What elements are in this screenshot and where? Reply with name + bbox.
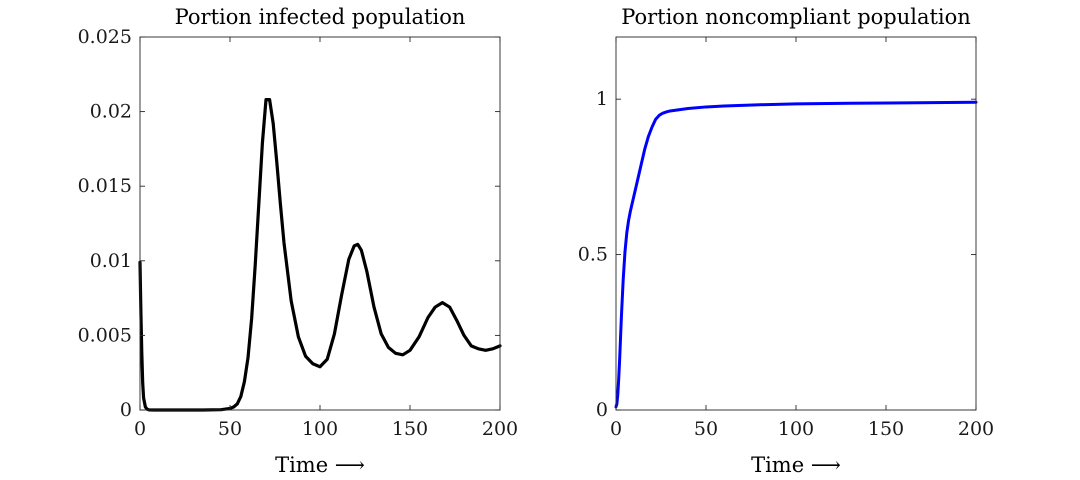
- noncompliant-x-tick-label-3: 150: [868, 418, 904, 440]
- infected-x-tick-label-2: 100: [302, 418, 338, 440]
- noncompliant-x-tick-label-4: 200: [958, 418, 994, 440]
- infected-y-tick-label-5: 0.025: [78, 26, 132, 48]
- infected-y-tick-label-0: 0: [120, 399, 132, 421]
- infected-x-axis-label: Time ⟶: [275, 453, 365, 477]
- noncompliant-x-tick-label-2: 100: [778, 418, 814, 440]
- infected-x-tick-label-1: 50: [218, 418, 242, 440]
- noncompliant-y-tick-label-1: 0.5: [578, 244, 608, 266]
- infected-y-tick-label-2: 0.01: [90, 250, 132, 272]
- noncompliant-panel: Portion noncompliant population 0 50 100 15…: [578, 5, 994, 477]
- infected-y-tick-label-1: 0.005: [78, 324, 132, 346]
- infected-x-tick-label-4: 200: [482, 418, 518, 440]
- infected-y-tick-label-4: 0.02: [90, 101, 132, 123]
- noncompliant-series-line-0: [614, 100, 978, 409]
- noncompliant-x-axis-label: Time ⟶: [751, 453, 841, 477]
- infected-panel-title: Portion infected population: [175, 5, 466, 29]
- infected-x-tick-label-3: 150: [392, 418, 428, 440]
- noncompliant-panel-title: Portion noncompliant population: [621, 5, 971, 29]
- infected-panel: Portion infected population 0 50 100 150 200…: [78, 5, 519, 477]
- noncompliant-y-tick-label-2: 1: [596, 88, 608, 110]
- infected-x-tick-label-0: 0: [134, 418, 146, 440]
- infected-y-tick-label-3: 0.015: [78, 175, 132, 197]
- noncompliant-y-tick-label-0: 0: [596, 399, 608, 421]
- noncompliant-x-tick-label-0: 0: [610, 418, 622, 440]
- noncompliant-x-tick-label-1: 50: [694, 418, 718, 440]
